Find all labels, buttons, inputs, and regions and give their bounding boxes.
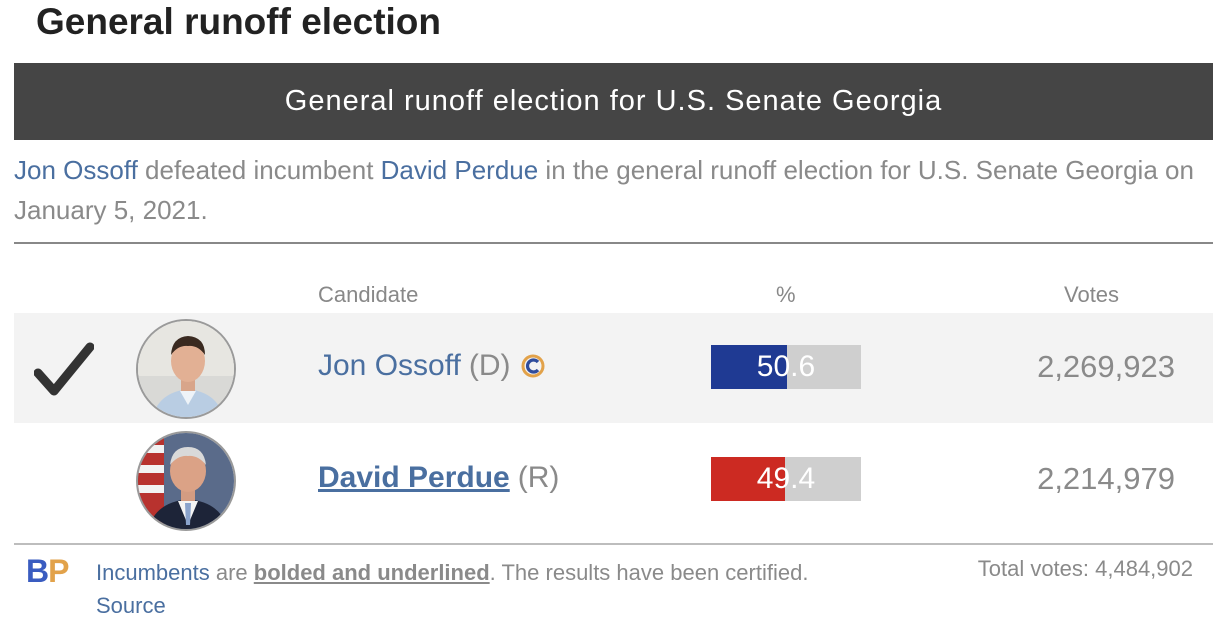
header-percent: % <box>776 282 796 307</box>
ballotpedia-logo[interactable]: BP <box>26 553 69 590</box>
vote-count: 2,269,923 <box>1037 349 1175 384</box>
candidate-row: David Perdue (R) 49.4 2,214,979 <box>14 425 1213 535</box>
party-label: (R) <box>517 461 560 494</box>
footnote-bold-text: bolded and underlined <box>253 560 490 585</box>
divider <box>14 543 1213 545</box>
logo-letter-p: P <box>48 553 69 589</box>
banner-title: General runoff election for U.S. Senate … <box>284 85 943 117</box>
party-label: (D) <box>468 349 511 382</box>
campaign-badge-icon[interactable] <box>521 354 545 378</box>
percent-bar: 50.6 <box>711 345 861 389</box>
incumbents-link[interactable]: Incumbents <box>96 560 210 585</box>
race-summary: Jon Ossoff defeated incumbent David Perd… <box>14 150 1209 230</box>
source-link[interactable]: Source <box>96 593 166 618</box>
checkmark-icon <box>34 342 94 396</box>
candidate-name: Jon Ossoff (D) <box>318 349 545 383</box>
percent-bar-fill <box>711 345 787 389</box>
candidate-link[interactable]: Jon Ossoff <box>318 349 461 382</box>
candidate-link[interactable]: David Perdue <box>318 461 510 494</box>
avatar[interactable] <box>136 431 236 531</box>
percent-label: 49.4 <box>756 462 816 495</box>
header-candidate: Candidate <box>318 282 419 307</box>
footnote: Incumbents are bolded and underlined. Th… <box>96 556 856 620</box>
candidate-photo-icon <box>138 433 234 529</box>
race-banner: General runoff election for U.S. Senate … <box>14 63 1213 140</box>
total-votes: Total votes: 4,484,902 <box>977 556 1193 581</box>
loser-link[interactable]: David Perdue <box>380 155 539 185</box>
vote-count: 2,214,979 <box>1037 461 1175 496</box>
percent-label: 50.6 <box>756 350 816 383</box>
summary-text-1: defeated incumbent <box>137 155 381 185</box>
divider <box>14 242 1213 244</box>
percent-bar-fill <box>711 457 786 501</box>
candidate-name: David Perdue (R) <box>318 461 559 495</box>
page-title: General runoff election <box>36 1 442 42</box>
winner-link[interactable]: Jon Ossoff <box>14 155 138 185</box>
summary-text-2: in the general runoff election for U.S. … <box>14 155 1194 225</box>
footnote-text-are: are <box>209 560 254 585</box>
candidate-photo-icon <box>138 321 234 417</box>
candidate-row: Jon Ossoff (D) 50.6 2,269,923 <box>14 313 1213 423</box>
logo-letter-b: B <box>26 553 49 589</box>
percent-bar: 49.4 <box>711 457 861 501</box>
header-votes: Votes <box>1064 282 1120 307</box>
avatar[interactable] <box>136 319 236 419</box>
footnote-text-rest: . The results have been certified. <box>489 560 809 585</box>
